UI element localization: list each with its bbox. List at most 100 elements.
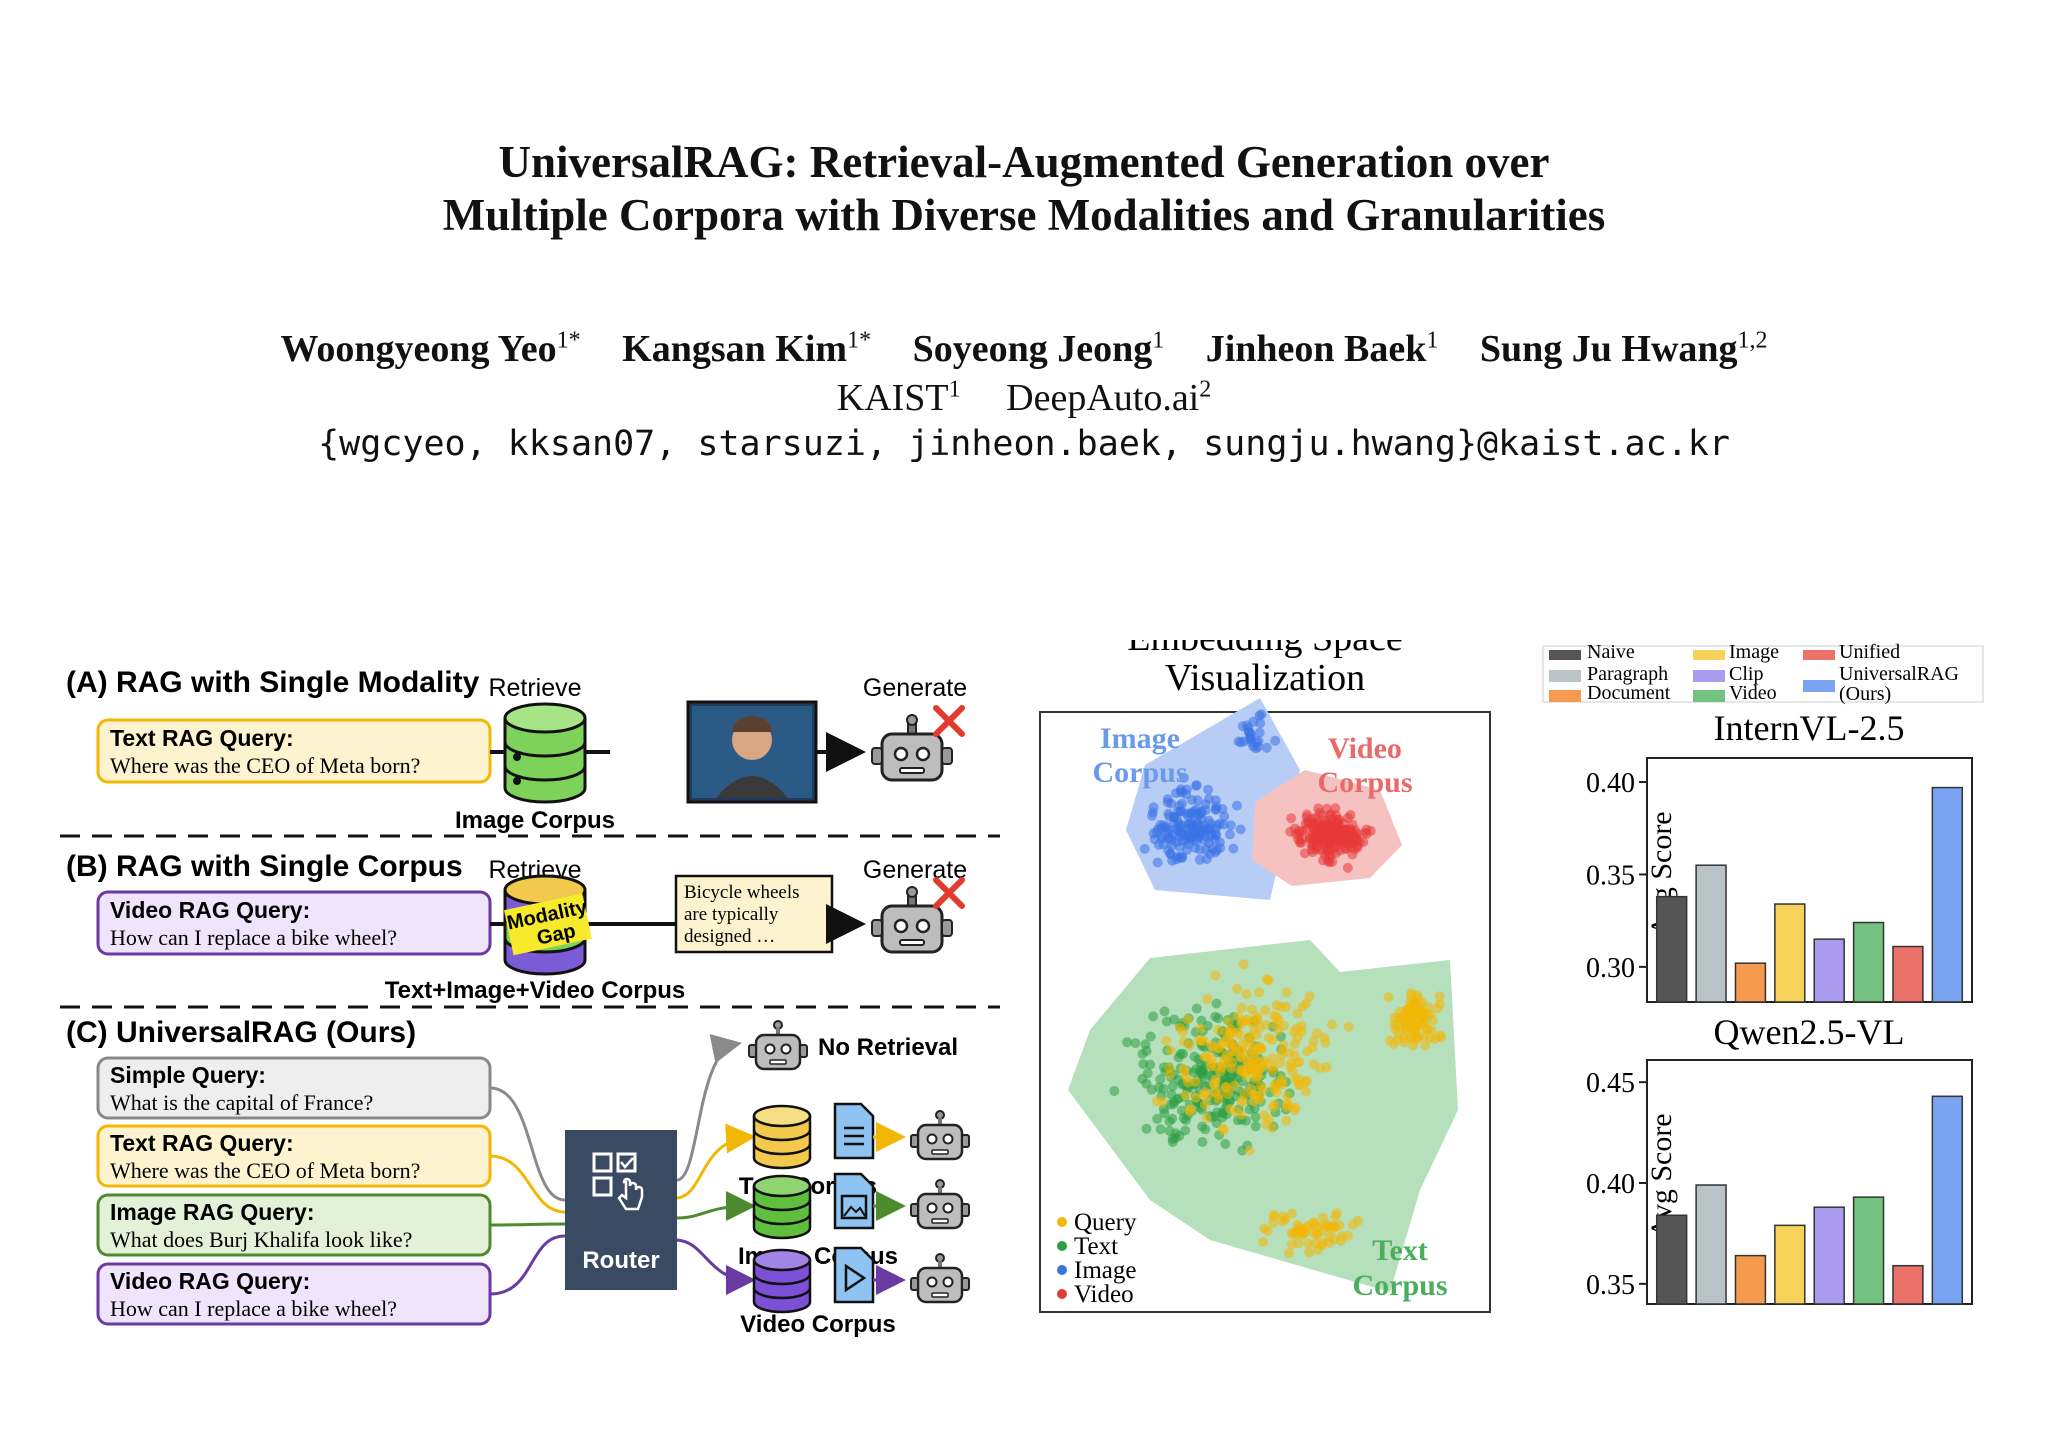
image-point [1148, 828, 1159, 839]
query-point [1277, 1079, 1288, 1090]
svg-text:How can I replace a bike wheel: How can I replace a bike wheel? [110, 1296, 397, 1321]
query-point [1406, 1014, 1417, 1024]
query-point [1269, 1210, 1280, 1221]
text-point [1189, 1051, 1200, 1062]
query-point [1180, 1090, 1191, 1101]
query-point [1337, 1231, 1348, 1242]
image-point [1187, 795, 1197, 805]
image-point [1246, 731, 1257, 742]
image-point [1167, 855, 1178, 866]
query-point [1281, 1115, 1292, 1126]
query-point [1408, 996, 1419, 1007]
query-point [1292, 1219, 1303, 1230]
query-point [1210, 970, 1221, 981]
author: Woongyeong Yeo1* [280, 327, 581, 370]
author-list: Woongyeong Yeo1* Kangsan Kim1* Soyeong J… [0, 327, 2048, 371]
query-point [1283, 1248, 1294, 1259]
query-point [1250, 1073, 1261, 1084]
text-point [1188, 1067, 1199, 1078]
text-point [1159, 1006, 1170, 1017]
query-point [1318, 1212, 1329, 1223]
query-points [1152, 959, 1447, 1259]
svg-text:Video RAG Query:: Video RAG Query: [110, 1268, 310, 1294]
query-point [1275, 1057, 1286, 1068]
y-tick-label: 0.40 [1586, 1169, 1635, 1200]
generate-label: Generate [863, 674, 967, 702]
svg-text:Where was the CEO of Meta born: Where was the CEO of Meta born? [110, 753, 420, 778]
query-point [1408, 1006, 1419, 1016]
query-point [1286, 1228, 1297, 1238]
bars-qwen [1655, 1095, 1964, 1305]
mixed-corpus-label: Text+Image+Video Corpus [385, 977, 686, 1004]
image-point [1139, 843, 1150, 854]
chart-frame [1646, 757, 1973, 1003]
image-point [1148, 802, 1159, 813]
text-point [1175, 1048, 1186, 1059]
query-point [1232, 983, 1242, 994]
query-point [1225, 1104, 1236, 1114]
query-point [1259, 1110, 1270, 1121]
query-point [1251, 1011, 1262, 1022]
image-point [1207, 843, 1218, 854]
query-point [1311, 1028, 1322, 1039]
image-point [1228, 843, 1239, 854]
video-corpus-label: Video [1328, 732, 1402, 765]
bar-naive [1655, 1214, 1688, 1305]
query-box-b: Video RAG Query: How can I replace a bik… [96, 890, 492, 956]
query-point [1289, 1105, 1300, 1116]
title-line-1: UniversalRAG: Retrieval-Augmented Genera… [498, 137, 1550, 187]
image-point [1191, 780, 1201, 791]
query-point [1241, 989, 1252, 999]
query-point [1434, 991, 1445, 1002]
text-point [1220, 1138, 1231, 1149]
svg-text:Image: Image [1729, 641, 1779, 663]
embedding-title-line-2: Visualization [1165, 657, 1365, 699]
embedding-visualization: Embedding Space Visualization Image Corp… [1030, 640, 1500, 1320]
image-point [1178, 772, 1189, 783]
query-point [1207, 1058, 1218, 1069]
bar-document [1734, 1254, 1767, 1305]
query-point [1286, 1239, 1297, 1250]
video-point [1347, 849, 1358, 860]
query-point [1218, 1037, 1229, 1047]
document-icon [833, 1102, 875, 1160]
text-point [1164, 1125, 1175, 1136]
query-point [1308, 1227, 1319, 1238]
svg-text:are typically: are typically [684, 904, 779, 925]
query-point [1417, 1010, 1428, 1021]
query-point [1259, 1223, 1270, 1234]
legend-video: Video [1074, 1281, 1134, 1308]
video-point [1337, 835, 1348, 846]
video-point [1294, 829, 1305, 839]
svg-text:Simple Query:: Simple Query: [110, 1062, 266, 1088]
query-box-video: Video RAG Query: How can I replace a bik… [96, 1262, 492, 1326]
text-point [1181, 1115, 1191, 1126]
query-point [1161, 1036, 1172, 1046]
query-point [1165, 1045, 1176, 1056]
video-point [1342, 862, 1353, 873]
query-point [1400, 1023, 1411, 1034]
svg-text:How can I replace a bike wheel: How can I replace a bike wheel? [110, 925, 397, 950]
video-point [1345, 826, 1355, 837]
chart-title-qwen: Qwen2.5-VL [1714, 1012, 1905, 1052]
video-corpus-label: Corpus [1317, 766, 1412, 799]
image-point [1166, 798, 1177, 809]
text-point [1213, 1013, 1224, 1024]
query-point [1254, 987, 1265, 998]
svg-text:Image RAG Query:: Image RAG Query: [110, 1199, 315, 1225]
query-point [1435, 1030, 1446, 1041]
query-point [1183, 1077, 1194, 1088]
query-point [1263, 1032, 1274, 1043]
image-point [1270, 735, 1281, 746]
legend-text: Text [1074, 1233, 1118, 1260]
no-retrieval-label: No Retrieval [818, 1034, 958, 1061]
query-point [1302, 1046, 1313, 1057]
bar-unified [1892, 945, 1924, 1003]
database-icon [503, 702, 587, 804]
video-point [1329, 843, 1340, 854]
bar-video [1852, 921, 1885, 1003]
query-point [1318, 1220, 1329, 1231]
video-point [1334, 814, 1345, 825]
image-point [1203, 793, 1214, 804]
query-point [1249, 1024, 1259, 1035]
